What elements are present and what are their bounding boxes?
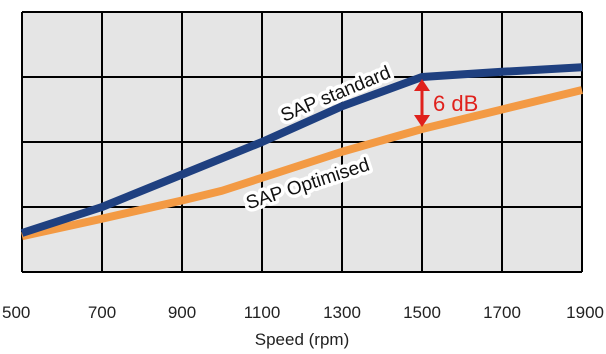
series-line-sap-optimised <box>21 86 583 241</box>
x-tick-label: 1700 <box>483 303 521 322</box>
x-tick-label: 500 <box>2 303 30 322</box>
x-tick-label: 1900 <box>566 303 604 322</box>
series-line-sap-standard <box>20 63 583 237</box>
annotation-arrow-head-up <box>414 79 430 91</box>
x-tick-labels: 500 700 900 1100 1300 1500 1700 1900 <box>2 303 604 322</box>
grid <box>21 11 583 273</box>
x-tick-label: 700 <box>88 303 116 322</box>
x-tick-label: 900 <box>168 303 196 322</box>
annotation-layer: 6 dB <box>414 79 478 127</box>
x-tick-label: 1500 <box>403 303 441 322</box>
annotation-arrow-head-down <box>414 115 430 127</box>
annotation-label: 6 dB <box>433 91 478 116</box>
x-axis-label: Speed (rpm) <box>255 330 349 349</box>
x-tick-label: 1300 <box>323 303 361 322</box>
series-layer <box>20 63 583 241</box>
x-tick-label: 1100 <box>244 303 281 322</box>
